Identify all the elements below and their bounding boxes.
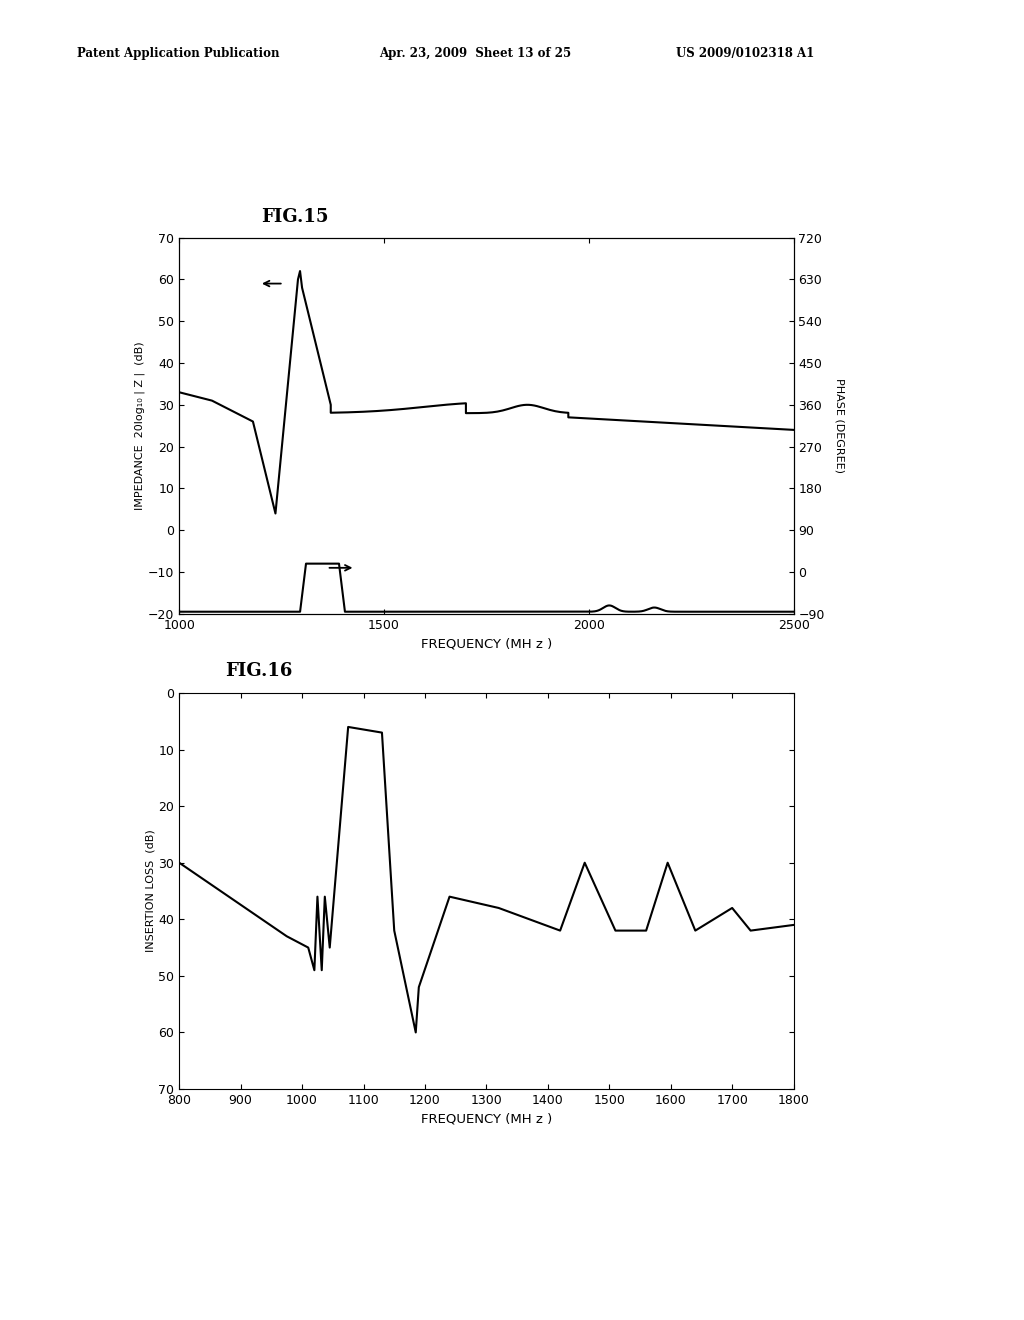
Y-axis label: PHASE (DEGREE): PHASE (DEGREE)	[835, 379, 844, 473]
Y-axis label: IMPEDANCE  20log₁₀ | Z |  (dB): IMPEDANCE 20log₁₀ | Z | (dB)	[135, 342, 145, 510]
Text: Apr. 23, 2009  Sheet 13 of 25: Apr. 23, 2009 Sheet 13 of 25	[379, 46, 571, 59]
Text: US 2009/0102318 A1: US 2009/0102318 A1	[676, 46, 814, 59]
X-axis label: FREQUENCY (MH z ): FREQUENCY (MH z )	[421, 638, 552, 651]
X-axis label: FREQUENCY (MH z ): FREQUENCY (MH z )	[421, 1113, 552, 1126]
Text: FIG.15: FIG.15	[261, 207, 329, 226]
Text: Patent Application Publication: Patent Application Publication	[77, 46, 280, 59]
Y-axis label: INSERTION LOSS  (dB): INSERTION LOSS (dB)	[145, 830, 156, 952]
Text: FIG.16: FIG.16	[225, 661, 293, 680]
